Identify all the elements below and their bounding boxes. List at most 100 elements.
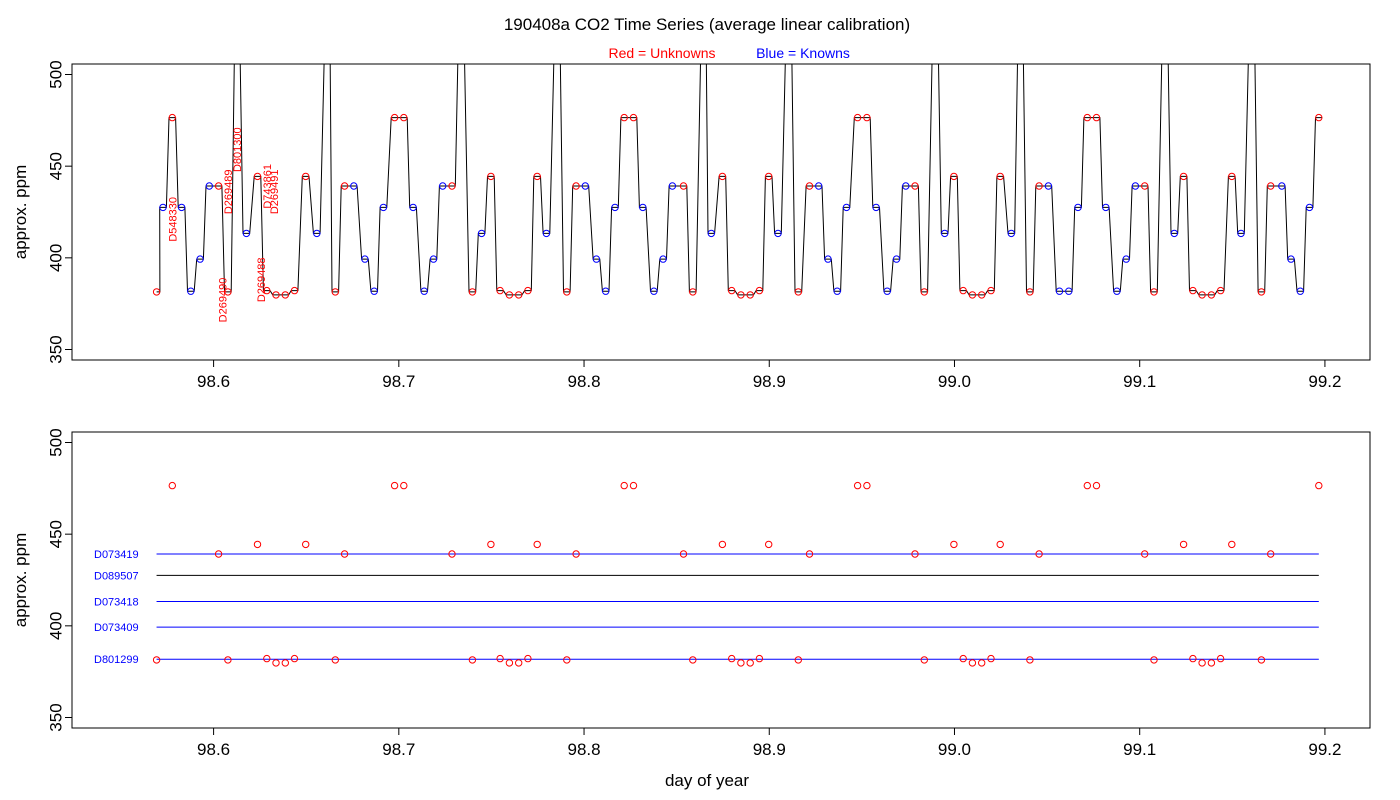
known-standard-point	[668, 182, 677, 190]
unknown-sample-point	[340, 550, 349, 558]
x-tick-label: 98.9	[753, 372, 786, 391]
known-standard-point	[429, 255, 438, 263]
unknown-sample-point	[920, 288, 928, 296]
unknown-sample-point	[524, 286, 532, 295]
y-axis-label: approx. ppm	[11, 165, 30, 260]
x-tick-label: 99.2	[1308, 740, 1341, 759]
y-tick-label: 400	[47, 612, 66, 640]
unknown-sample-point	[1315, 113, 1323, 122]
standard-label: D073409	[94, 622, 139, 634]
unknown-sample-point	[1179, 540, 1188, 549]
unknown-sample-point	[390, 481, 399, 490]
unknown-sample-point	[302, 172, 310, 181]
unknown-sample-point	[620, 113, 628, 122]
plot-frame	[71, 431, 1371, 729]
unknown-sample-point	[505, 291, 514, 299]
unknown-sample-point	[1228, 172, 1236, 181]
legend-knowns: Blue = Knowns	[756, 45, 850, 61]
known-standard-point	[409, 203, 417, 212]
unknown-sample-point	[214, 182, 223, 190]
unknown-sample-point	[152, 288, 161, 296]
known-standard-point	[542, 229, 551, 238]
unknown-sample-point	[524, 654, 532, 663]
x-tick-label: 98.7	[382, 372, 415, 391]
y-tick-label: 400	[47, 244, 66, 272]
known-standard-point	[842, 203, 851, 212]
unknown-sample-point	[272, 659, 280, 667]
known-standard-point	[1113, 287, 1121, 295]
known-standard-point	[1278, 182, 1286, 190]
known-standard-point	[1065, 287, 1073, 295]
x-axis-label: day of year	[665, 771, 749, 790]
unknown-sample-point	[853, 481, 862, 490]
y-tick-label: 350	[47, 703, 66, 731]
known-standard-point	[902, 182, 910, 190]
known-standard-point	[313, 229, 321, 238]
unknown-sample-point	[1315, 481, 1323, 490]
known-standard-point	[639, 203, 647, 212]
sample-annotation: D269491	[269, 170, 281, 215]
x-tick-label: 99.0	[938, 372, 971, 391]
x-tick-label: 98.6	[197, 740, 230, 759]
unknown-sample-point	[448, 550, 456, 558]
known-standard-point	[602, 287, 610, 295]
top-panel: 98.6 98.7 98.8 98.9 99.0 99.1 99.2 350 400 450 500…	[11, 60, 1371, 391]
known-standard-point	[196, 255, 204, 263]
known-standard-point	[187, 287, 195, 295]
unknown-sample-point	[533, 540, 541, 549]
unknown-sample-point	[1092, 481, 1101, 490]
co2-trace	[156, 64, 1323, 296]
unknown-sample-point	[496, 654, 504, 663]
unknown-sample-point	[863, 113, 871, 122]
unknown-sample-point	[152, 656, 161, 664]
known-standard-point	[659, 255, 667, 263]
unknown-sample-point	[950, 172, 958, 181]
unknown-sample-point	[1083, 113, 1092, 122]
x-tick-label: 99.0	[938, 740, 971, 759]
known-standard-point	[892, 255, 901, 263]
unknown-sample-point	[1216, 286, 1225, 295]
unknown-sample-point	[253, 172, 262, 181]
unknown-sample-point	[1083, 481, 1092, 490]
unknown-sample-point	[1257, 656, 1266, 664]
unknown-sample-point	[718, 172, 727, 181]
x-tick-label: 99.2	[1308, 372, 1341, 391]
unknown-sample-point	[794, 288, 802, 296]
unknown-sample-point	[755, 286, 764, 295]
y-tick-label: 450	[47, 152, 66, 180]
unknown-sample-point	[263, 286, 271, 295]
unknown-sample-point	[263, 654, 271, 663]
legend-unknowns: Red = Unknowns	[608, 45, 715, 61]
unknown-sample-point	[737, 659, 745, 667]
unknown-sample-point	[496, 286, 504, 295]
y-axis-label: approx. ppm	[11, 533, 30, 628]
unknown-sample-point	[728, 654, 736, 663]
unknown-sample-point	[1257, 288, 1266, 296]
known-standard-point	[872, 203, 880, 212]
unknown-sample-point	[1035, 182, 1043, 190]
known-standard-point	[592, 255, 601, 263]
unknown-sample-point	[996, 172, 1004, 181]
unknown-sample-point	[487, 540, 495, 549]
unknown-sample-point	[968, 291, 977, 299]
known-standard-point	[370, 287, 378, 295]
unknown-sample-point	[911, 550, 919, 558]
sample-annotation: D801300	[232, 127, 244, 172]
unknown-sample-point	[805, 182, 814, 190]
known-standard-point	[361, 255, 369, 263]
known-standard-point	[1237, 229, 1245, 238]
unknown-sample-point	[959, 286, 967, 295]
known-standard-point	[159, 203, 167, 212]
unknown-sample-point	[1026, 288, 1034, 296]
unknown-sample-point	[168, 113, 177, 122]
unknown-sample-point	[853, 113, 862, 122]
unknown-sample-point	[1141, 550, 1149, 558]
plot-frame	[71, 63, 1371, 361]
known-standard-point	[824, 255, 832, 263]
unknown-sample-point	[1207, 659, 1216, 667]
known-standard-point	[650, 287, 658, 295]
unknown-sample-point	[1267, 182, 1275, 190]
unknown-sample-point	[1189, 654, 1197, 663]
unknown-sample-point	[331, 288, 339, 296]
known-standard-point	[1007, 229, 1015, 238]
